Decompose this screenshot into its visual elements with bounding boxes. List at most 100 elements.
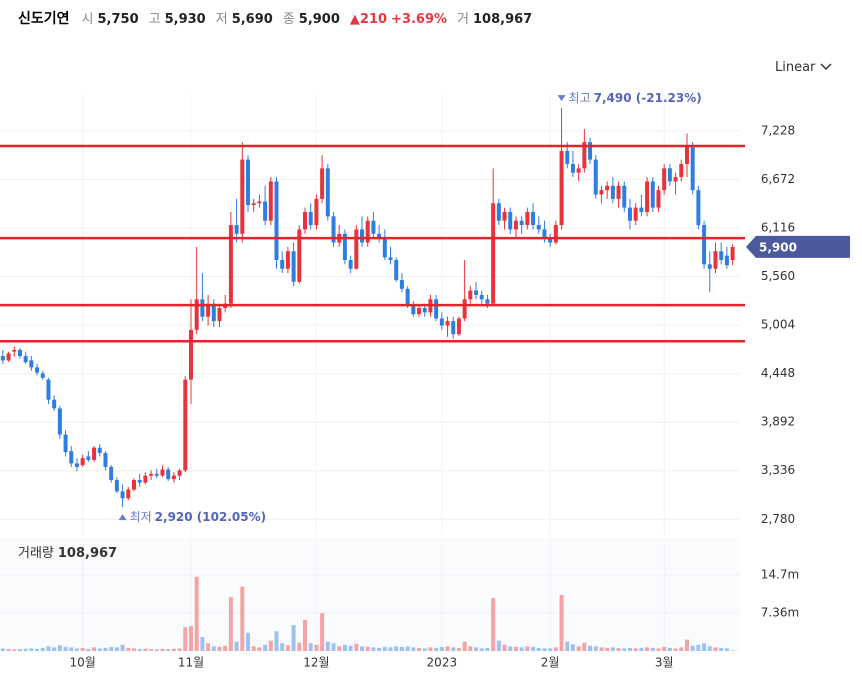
candle-body: [485, 299, 490, 304]
price-tag-label: 5,900: [759, 240, 797, 254]
candle-body: [303, 211, 308, 230]
candle-body: [662, 168, 667, 191]
volume-bar: [565, 641, 570, 651]
volume-bar: [702, 643, 707, 651]
header: 신도기연 시 5,750 고 5,930 저 5,690 종 5,900 ▲210 +3.…: [18, 8, 538, 28]
volume-bar: [690, 645, 695, 651]
x-tick-label: 2023: [427, 656, 458, 670]
annotation-label: 최저: [130, 510, 152, 524]
volume-bar: [80, 647, 85, 651]
candle-body: [23, 356, 28, 363]
candle-body: [268, 181, 273, 221]
candle-body: [137, 480, 142, 483]
volume-bar: [399, 646, 404, 651]
candle-body: [667, 168, 672, 182]
volume-bar: [331, 643, 336, 651]
volume-bar: [382, 646, 387, 651]
volume-bar: [325, 641, 330, 651]
volume-bar: [536, 647, 541, 651]
volume-bar: [451, 647, 456, 651]
annotation-value: 2,920 (102.05%): [155, 510, 266, 524]
candle-body: [627, 207, 632, 221]
candle-body: [234, 225, 239, 234]
candle-body: [149, 473, 154, 476]
volume-bar: [667, 647, 672, 651]
candle-body: [377, 233, 382, 239]
candle-body: [29, 360, 34, 368]
volume-bar: [29, 648, 34, 651]
y-tick-label: 2,780: [761, 512, 795, 526]
volume-bar: [342, 644, 347, 651]
volume-bar: [650, 647, 655, 651]
scale-label[interactable]: Linear: [775, 60, 816, 75]
candle-body: [297, 229, 302, 282]
candle-body: [399, 280, 404, 289]
candle-body: [713, 251, 718, 269]
y-tick-label: 3,336: [761, 463, 795, 477]
volume-bar: [120, 644, 125, 651]
scale-selector[interactable]: Linear: [775, 60, 832, 75]
volume-bar: [52, 647, 57, 651]
candle-body: [639, 207, 644, 212]
volume-bar: [348, 645, 353, 651]
candle-body: [97, 447, 102, 453]
volume-bar: [405, 646, 410, 651]
volume-bar: [713, 647, 718, 651]
volume-bar: [126, 647, 131, 651]
candle-body: [673, 177, 678, 182]
volume-bar: [137, 648, 142, 651]
volume-bar: [684, 639, 689, 651]
candle-body: [531, 211, 536, 226]
extreme-annotation: 최저 2,920 (102.05%): [130, 510, 267, 524]
x-tick-label: 12월: [303, 656, 329, 670]
value: 5,900: [298, 12, 340, 27]
volume-bar: [360, 646, 365, 651]
candle-body: [183, 379, 188, 471]
chevron[interactable]: [820, 63, 832, 71]
label: 고: [148, 12, 161, 27]
volume-bar: [622, 648, 627, 651]
candle-body: [405, 288, 410, 306]
volume-bar: [508, 646, 513, 651]
candle-body: [263, 201, 268, 221]
candle-body: [57, 408, 62, 435]
volume-bar: [548, 648, 553, 651]
volume-bar: [627, 647, 632, 651]
candle-body: [616, 185, 621, 199]
label: 거: [457, 12, 470, 27]
volume-bar: [593, 646, 598, 651]
volume-bar: [35, 648, 40, 651]
volume-bar: [394, 646, 399, 651]
candle-body: [645, 181, 650, 212]
volume-bar: [92, 647, 97, 651]
candle-body: [599, 190, 604, 195]
candle-body: [251, 203, 256, 205]
volume-bar: [97, 648, 102, 651]
candle-body: [160, 469, 165, 476]
candle-body: [92, 447, 97, 460]
candle-body: [382, 238, 387, 258]
value: 5,690: [231, 12, 273, 27]
candle-body: [462, 299, 467, 319]
volume-bar: [422, 648, 427, 651]
volume-bar: [280, 643, 285, 651]
candle-body: [702, 225, 707, 265]
candle-body: [325, 168, 330, 217]
volume-bar: [588, 645, 593, 651]
candle-body: [474, 290, 479, 295]
candle-body: [696, 190, 701, 226]
volume-bar: [183, 627, 188, 651]
volume-bar: [730, 650, 735, 651]
candle-body: [354, 229, 359, 269]
value: 5,930: [164, 12, 206, 27]
volume-bar: [605, 647, 610, 651]
candle-body: [188, 329, 193, 380]
stock-name: 신도기연: [18, 11, 70, 27]
volume-bar: [474, 647, 479, 651]
candle-body: [228, 225, 233, 304]
candle-body: [291, 251, 296, 282]
y-tick-label: 6,672: [761, 172, 795, 186]
candle-body: [451, 321, 456, 335]
candle-body: [206, 303, 211, 317]
y-tick-label: 5,004: [761, 318, 795, 332]
